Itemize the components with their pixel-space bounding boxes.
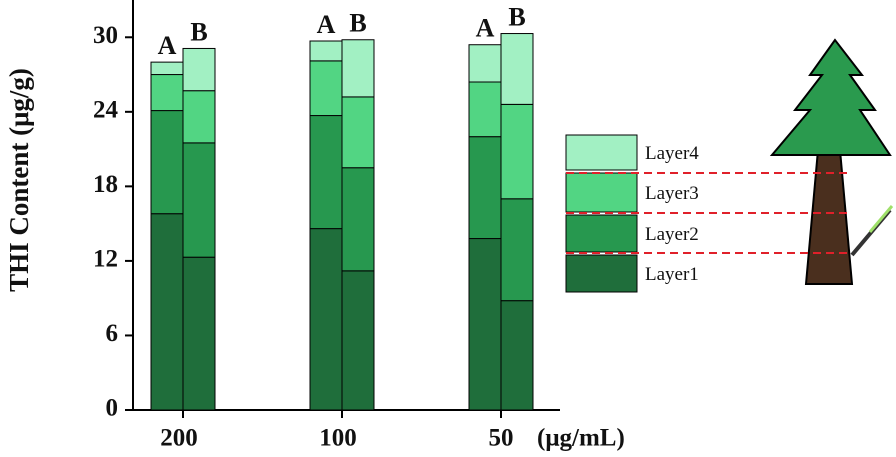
bar-segment	[341, 167, 375, 272]
bar-segment	[182, 142, 216, 258]
bar-segment	[468, 136, 502, 240]
legend-swatch	[565, 254, 638, 293]
bar-segment	[341, 96, 375, 169]
stack-label: B	[508, 3, 525, 32]
stack-label: A	[158, 31, 177, 60]
bar-segment	[182, 256, 216, 411]
bar-segment	[341, 39, 375, 98]
tree-illustration	[769, 38, 894, 285]
stack-label: A	[317, 10, 336, 39]
y-tick-label: 24	[93, 97, 119, 124]
stack-label: A	[476, 14, 495, 43]
bar-segment	[182, 90, 216, 144]
legend-swatch	[565, 172, 638, 213]
x-tick-label: 100	[319, 425, 357, 452]
bar-segment	[309, 115, 343, 230]
x-tick-label: 200	[160, 425, 198, 452]
bar-segment	[309, 40, 343, 62]
bar-segment	[309, 228, 343, 411]
stack-label: B	[349, 9, 366, 38]
bar-segment	[468, 81, 502, 138]
bar-segment	[150, 110, 184, 215]
y-tick-label: 18	[93, 171, 118, 198]
legend-label: Layer1	[645, 264, 699, 285]
legend-swatch	[565, 214, 638, 253]
bar-segment	[309, 60, 343, 117]
bar-segment	[468, 44, 502, 83]
y-tick-label: 30	[93, 22, 118, 49]
bar-segment	[150, 61, 184, 76]
bar-segment	[500, 33, 534, 105]
bar-segment	[341, 270, 375, 411]
legend-label: Layer2	[645, 224, 699, 245]
bar-segment	[182, 47, 216, 92]
y-tick-label: 6	[106, 320, 119, 347]
bar-segment	[150, 213, 184, 411]
x-unit: (μg/mL)	[537, 425, 625, 452]
x-tick-label: 50	[489, 425, 514, 452]
legend-label: Layer3	[645, 183, 699, 204]
legend-swatch	[565, 134, 638, 171]
bar-segment	[500, 198, 534, 302]
y-tick-label: 0	[106, 395, 119, 422]
y-axis-label: THI Content (μg/g)	[4, 68, 34, 292]
y-tick-label: 12	[93, 246, 118, 273]
legend-label: Layer4	[645, 143, 699, 164]
bar-segment	[500, 103, 534, 200]
bar-segment	[500, 300, 534, 411]
bar-segment	[468, 238, 502, 411]
stack-label: B	[190, 17, 207, 46]
bar-segment	[150, 74, 184, 112]
